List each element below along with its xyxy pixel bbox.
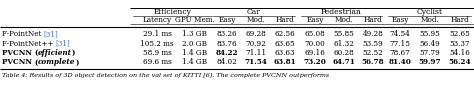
Text: ): ) [72, 49, 75, 57]
Text: 84.22: 84.22 [216, 49, 238, 57]
Text: Latency: Latency [143, 15, 172, 24]
Text: Easy: Easy [306, 15, 324, 24]
Text: (: ( [35, 49, 38, 57]
Text: 56.24: 56.24 [449, 59, 471, 66]
Text: Hard: Hard [451, 15, 469, 24]
Text: Easy: Easy [392, 15, 409, 24]
Text: 69.16: 69.16 [305, 49, 326, 57]
Text: efficient: efficient [38, 49, 72, 57]
Text: 57.79: 57.79 [419, 49, 440, 57]
Text: (: ( [35, 59, 38, 66]
Text: 69.6 ms: 69.6 ms [143, 59, 172, 66]
Text: 29.1 ms: 29.1 ms [143, 30, 172, 38]
Text: 59.97: 59.97 [419, 59, 441, 66]
Text: Car: Car [247, 8, 261, 15]
Text: 77.15: 77.15 [390, 40, 410, 47]
Text: 54.16: 54.16 [449, 49, 470, 57]
Text: 63.63: 63.63 [275, 49, 295, 57]
Text: Mod.: Mod. [246, 15, 265, 24]
Text: [31]: [31] [44, 30, 58, 38]
Text: 55.85: 55.85 [334, 30, 355, 38]
Text: 71.54: 71.54 [245, 59, 267, 66]
Text: 83.76: 83.76 [217, 40, 237, 47]
Text: PVCNN: PVCNN [2, 49, 35, 57]
Text: [31]: [31] [56, 40, 71, 47]
Text: Cyclist: Cyclist [417, 8, 443, 15]
Text: F-PointNet++: F-PointNet++ [2, 40, 56, 47]
Text: 64.71: 64.71 [333, 59, 356, 66]
Text: Pedestrian: Pedestrian [321, 8, 362, 15]
Text: 81.40: 81.40 [389, 59, 411, 66]
Text: 61.32: 61.32 [334, 40, 355, 47]
Text: 65.08: 65.08 [305, 30, 325, 38]
Text: 49.28: 49.28 [363, 30, 383, 38]
Text: 63.65: 63.65 [275, 40, 295, 47]
Text: 74.54: 74.54 [390, 30, 410, 38]
Text: 52.65: 52.65 [450, 30, 470, 38]
Text: 70.00: 70.00 [305, 40, 325, 47]
Text: 56.49: 56.49 [419, 40, 440, 47]
Text: 78.67: 78.67 [390, 49, 410, 57]
Text: Mod.: Mod. [335, 15, 354, 24]
Text: 53.59: 53.59 [363, 40, 383, 47]
Text: 71.11: 71.11 [246, 49, 266, 57]
Text: 1.4 GB: 1.4 GB [182, 59, 208, 66]
Text: PVCNN: PVCNN [2, 59, 35, 66]
Text: 62.56: 62.56 [274, 30, 295, 38]
Text: 83.26: 83.26 [217, 30, 237, 38]
Text: 55.95: 55.95 [419, 30, 440, 38]
Text: Mod.: Mod. [420, 15, 439, 24]
Text: 52.52: 52.52 [363, 49, 383, 57]
Text: 60.28: 60.28 [334, 49, 355, 57]
Text: 105.2 ms: 105.2 ms [140, 40, 174, 47]
Text: F-PointNet: F-PointNet [2, 30, 44, 38]
Text: GPU Mem.: GPU Mem. [175, 15, 215, 24]
Text: Easy: Easy [219, 15, 236, 24]
Text: Hard: Hard [275, 15, 294, 24]
Text: ): ) [75, 59, 79, 66]
Text: 53.37: 53.37 [450, 40, 470, 47]
Text: 56.78: 56.78 [362, 59, 384, 66]
Text: 73.20: 73.20 [303, 59, 327, 66]
Text: 70.92: 70.92 [246, 40, 266, 47]
Text: Efficiency: Efficiency [154, 8, 191, 15]
Text: 2.0 GB: 2.0 GB [182, 40, 208, 47]
Text: 69.28: 69.28 [246, 30, 266, 38]
Text: 63.81: 63.81 [273, 59, 296, 66]
Text: 1.3 GB: 1.3 GB [182, 30, 208, 38]
Text: 58.9 ms: 58.9 ms [143, 49, 172, 57]
Text: 1.4 GB: 1.4 GB [182, 49, 208, 57]
Text: complete: complete [38, 59, 75, 66]
Text: 84.02: 84.02 [217, 59, 237, 66]
Text: Table 4: Results of 3D object detection on the val set of KITTI [6]. The complet: Table 4: Results of 3D object detection … [2, 73, 329, 79]
Text: Hard: Hard [364, 15, 383, 24]
